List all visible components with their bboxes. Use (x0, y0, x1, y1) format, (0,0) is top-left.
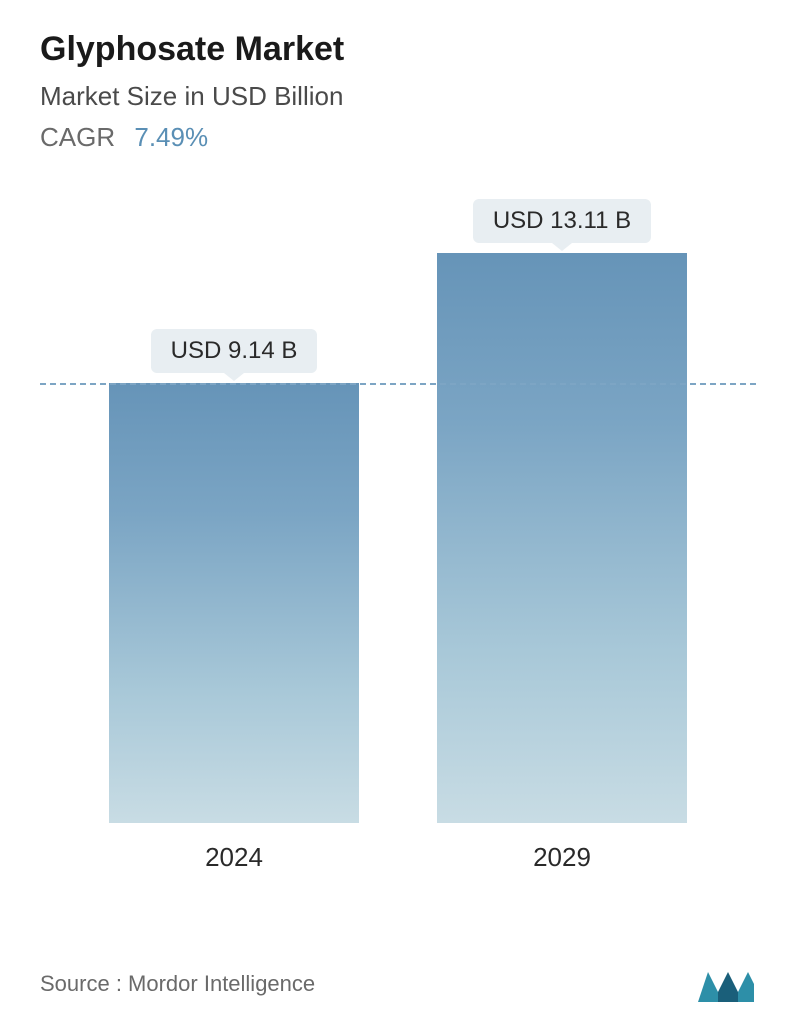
cagr-label: CAGR (40, 122, 115, 152)
reference-line (40, 383, 756, 385)
x-label-1: 2029 (437, 842, 687, 873)
cagr-value: 7.49% (134, 122, 208, 152)
bar-value-label-0: USD 9.14 B (151, 329, 318, 373)
bar-group-1: USD 13.11 B (437, 199, 687, 823)
bar-1 (437, 253, 687, 823)
chart-footer: Source : Mordor Intelligence (40, 964, 756, 1004)
chart-header: Glyphosate Market Market Size in USD Bil… (40, 30, 756, 153)
chart-title: Glyphosate Market (40, 30, 756, 69)
chart-subtitle: Market Size in USD Billion (40, 81, 756, 112)
chart-area: USD 9.14 B USD 13.11 B 2024 2029 (40, 193, 756, 873)
bar-0 (109, 383, 359, 823)
cagr-row: CAGR 7.49% (40, 122, 756, 153)
bar-group-0: USD 9.14 B (109, 329, 359, 823)
source-text: Source : Mordor Intelligence (40, 971, 315, 997)
x-label-0: 2024 (109, 842, 359, 873)
bar-value-label-1: USD 13.11 B (473, 199, 651, 243)
mordor-logo-icon (696, 964, 756, 1004)
x-axis-labels: 2024 2029 (40, 842, 756, 873)
bars-container: USD 9.14 B USD 13.11 B (40, 193, 756, 823)
